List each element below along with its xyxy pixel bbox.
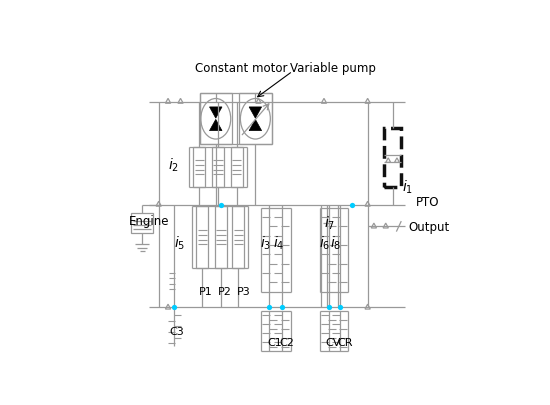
Bar	[196, 206, 208, 269]
Text: P1: P1	[199, 287, 213, 297]
Text: $i_3$: $i_3$	[260, 235, 271, 252]
Text: $i_4$: $i_4$	[272, 235, 284, 252]
Bar	[384, 128, 401, 188]
Polygon shape	[210, 107, 222, 118]
Polygon shape	[210, 119, 222, 131]
Bar	[215, 206, 227, 269]
Text: $i_7$: $i_7$	[324, 215, 335, 232]
Text: P2: P2	[218, 287, 232, 297]
Text: CR: CR	[337, 338, 353, 348]
Bar	[131, 213, 153, 233]
Text: $i_1$: $i_1$	[402, 179, 413, 196]
Polygon shape	[249, 119, 262, 131]
Text: C1: C1	[267, 338, 282, 348]
Text: C3: C3	[169, 327, 184, 337]
Bar	[212, 147, 224, 188]
Text: CV: CV	[326, 338, 341, 348]
Text: P3: P3	[236, 287, 250, 297]
Text: C2: C2	[279, 338, 294, 348]
Bar	[231, 147, 243, 188]
Text: $i_6$: $i_6$	[320, 235, 331, 252]
Text: $i_8$: $i_8$	[330, 235, 342, 252]
Text: Output: Output	[408, 222, 449, 234]
Text: Variable pump: Variable pump	[290, 62, 376, 75]
Text: Constant motor: Constant motor	[195, 62, 287, 75]
Text: $i_5$: $i_5$	[174, 235, 185, 252]
Bar	[193, 147, 205, 188]
Text: Engine: Engine	[129, 215, 169, 228]
Text: PTO: PTO	[416, 196, 439, 209]
Text: $i_2$: $i_2$	[168, 157, 179, 174]
Polygon shape	[249, 107, 262, 118]
Bar	[232, 206, 244, 269]
